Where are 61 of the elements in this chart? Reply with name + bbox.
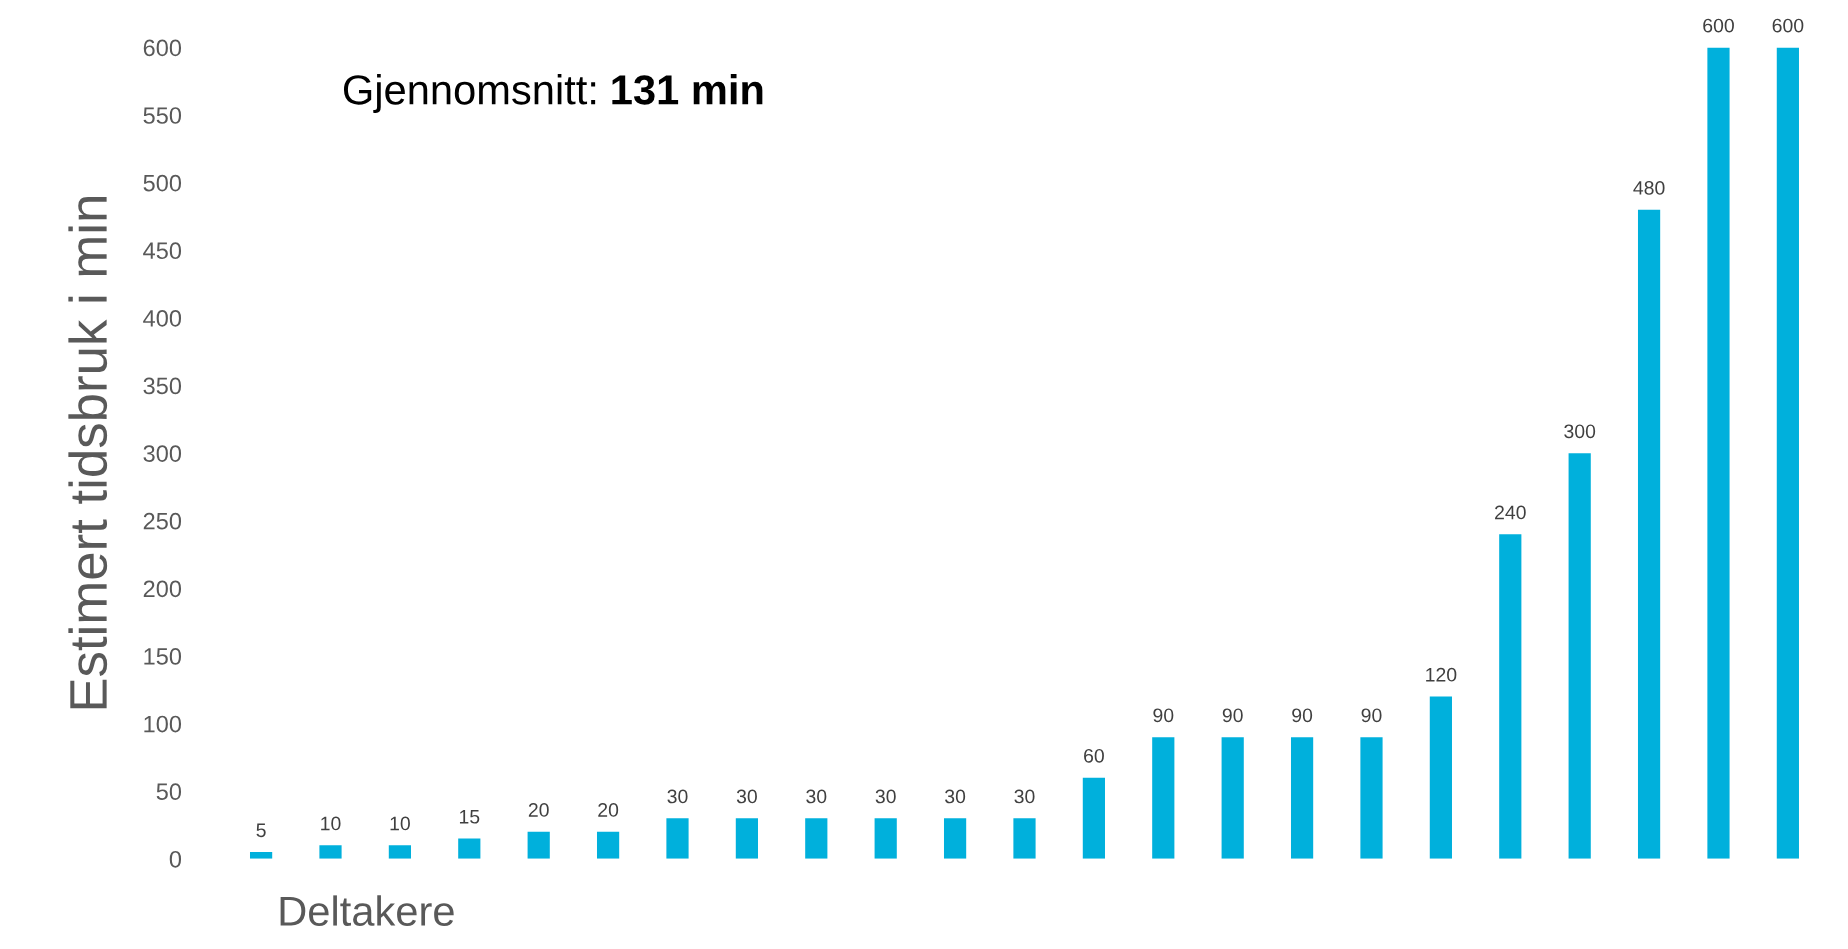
data-label: 30 bbox=[806, 789, 827, 804]
data-label: 60 bbox=[1084, 748, 1104, 763]
data-label: 90 bbox=[1222, 708, 1243, 723]
data-label: 30 bbox=[736, 789, 757, 804]
data-label: 90 bbox=[1292, 708, 1313, 723]
y-tick-label: 200 bbox=[143, 580, 182, 598]
bar bbox=[319, 845, 342, 859]
y-tick-label: 100 bbox=[144, 715, 182, 733]
y-tick-label: 600 bbox=[143, 39, 182, 57]
bar bbox=[1499, 534, 1522, 859]
bar bbox=[1082, 777, 1105, 859]
bar bbox=[1290, 737, 1314, 859]
data-label: 30 bbox=[1014, 789, 1035, 804]
data-label: 480 bbox=[1633, 181, 1665, 195]
bar bbox=[943, 818, 967, 859]
y-tick-label: 350 bbox=[143, 377, 182, 395]
bar bbox=[805, 818, 828, 859]
bar bbox=[1221, 737, 1244, 859]
data-label: 15 bbox=[459, 810, 480, 824]
bar bbox=[874, 818, 897, 859]
bar bbox=[1013, 818, 1036, 859]
data-label: 300 bbox=[1564, 424, 1596, 439]
y-tick-label: 400 bbox=[143, 309, 182, 327]
bar bbox=[1152, 737, 1175, 859]
data-label: 30 bbox=[667, 789, 688, 804]
data-label: 20 bbox=[528, 803, 549, 817]
y-axis-title: Estimert tidsbruk i min bbox=[68, 197, 108, 709]
bar bbox=[458, 838, 481, 859]
data-label: 10 bbox=[390, 816, 410, 831]
bar bbox=[1637, 209, 1661, 859]
bar bbox=[1568, 453, 1591, 859]
bar bbox=[1429, 696, 1452, 859]
bar bbox=[527, 831, 550, 859]
data-label: 20 bbox=[598, 803, 619, 817]
data-label: 10 bbox=[321, 816, 341, 831]
data-label: 30 bbox=[875, 789, 896, 804]
y-tick-label: 550 bbox=[143, 107, 182, 124]
data-label: 120 bbox=[1426, 667, 1457, 682]
data-label: 90 bbox=[1361, 708, 1382, 723]
data-label: 90 bbox=[1153, 708, 1174, 723]
y-tick-label: 300 bbox=[143, 445, 182, 462]
y-tick-label: 0 bbox=[169, 850, 182, 868]
data-label: 240 bbox=[1495, 505, 1526, 520]
bar bbox=[1707, 47, 1730, 859]
bar bbox=[388, 845, 411, 859]
y-tick-label: 450 bbox=[143, 242, 182, 260]
y-tick-label: 500 bbox=[143, 174, 182, 192]
bar bbox=[666, 818, 689, 859]
y-tick-label: 150 bbox=[144, 648, 182, 665]
y-tick-label: 250 bbox=[143, 512, 182, 530]
bar bbox=[1360, 737, 1383, 859]
y-tick-label: 50 bbox=[156, 783, 182, 801]
bar bbox=[1776, 47, 1799, 859]
data-label: 30 bbox=[945, 789, 966, 804]
annotation: Gjennomsnitt: 131 min bbox=[343, 74, 763, 113]
bar bbox=[596, 831, 620, 859]
data-label: 600 bbox=[1703, 18, 1734, 33]
data-label: 600 bbox=[1772, 18, 1804, 33]
x-axis-title: Deltakere bbox=[280, 895, 454, 926]
data-label: 5 bbox=[256, 823, 266, 838]
bar bbox=[735, 818, 758, 859]
